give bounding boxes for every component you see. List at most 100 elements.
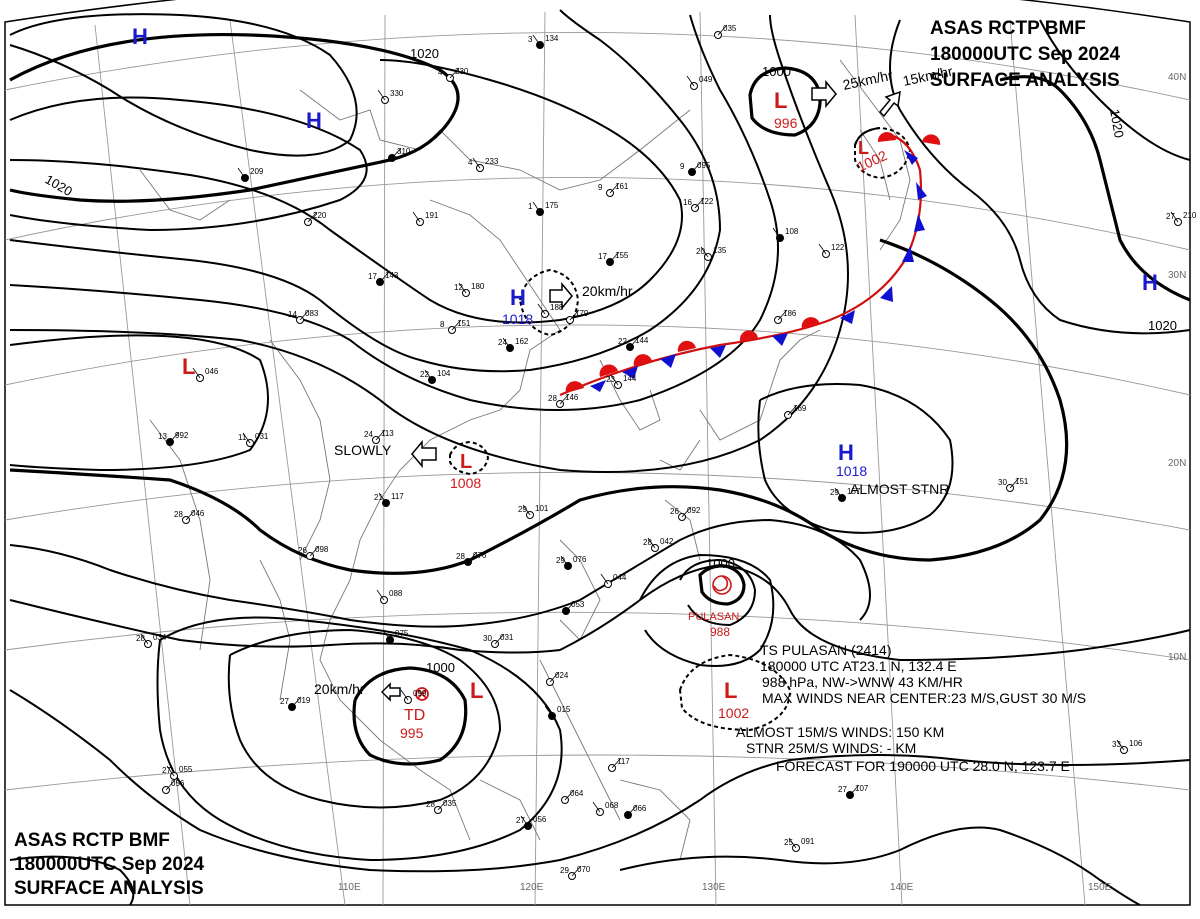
wind-barb xyxy=(787,404,798,416)
low-center-value: 996 xyxy=(774,115,798,131)
station-plot: 27 019 xyxy=(280,696,311,711)
station-pressure: 144 xyxy=(623,374,637,383)
station-plot: 099 xyxy=(400,689,427,704)
station-pressure: 157 xyxy=(847,487,861,496)
station-plot: 191 xyxy=(412,211,439,226)
station-plot: 209 xyxy=(237,167,264,182)
station-pressure: 035 xyxy=(723,24,737,33)
station-plot: 044 xyxy=(600,573,627,588)
station-pressure: 095 xyxy=(697,161,711,170)
station-pressure: 122 xyxy=(700,197,714,206)
latitude-labels: 40N 30N 20N 10N xyxy=(1168,72,1186,663)
station-pressure: 209 xyxy=(250,167,264,176)
storm-pressure: 988 xyxy=(710,625,730,639)
wind-barb xyxy=(185,509,196,521)
station-temperature: 12 xyxy=(454,283,463,292)
wind-barb xyxy=(691,161,702,173)
station-plot: 053 xyxy=(562,600,585,615)
cold-front-triangles xyxy=(590,150,927,392)
low-center-symbol: L xyxy=(182,354,195,379)
station-plot: 9 161 xyxy=(598,182,629,197)
station-pressure: 180 xyxy=(471,282,485,291)
lon-label: 130E xyxy=(702,882,726,893)
station-plot: 27 107 xyxy=(838,784,869,799)
station-pressure: 031 xyxy=(500,633,514,642)
station-plot: 9 095 xyxy=(680,161,711,176)
station-pressure: 076 xyxy=(473,551,487,560)
isobar-label: 1020 xyxy=(1107,108,1127,139)
low-center-value: 1008 xyxy=(450,475,481,491)
wind-barb xyxy=(237,167,246,179)
wind-barb xyxy=(717,24,728,36)
isobar-label: 1020 xyxy=(1148,318,1177,333)
low-center-symbol: L xyxy=(470,678,483,703)
isobar-labels: 1020 1020 1020 1020 1000 1000 1000 xyxy=(43,46,1177,675)
station-plot: 25 091 xyxy=(784,837,815,852)
wind-barb xyxy=(307,211,318,223)
station-plot: 330 xyxy=(377,89,404,104)
station-plot: 169 xyxy=(784,404,807,419)
station-plot: 30 151 xyxy=(998,477,1029,492)
station-pressure: 066 xyxy=(633,804,647,813)
station-plot: 088 xyxy=(376,589,403,604)
station-plot: 117 xyxy=(608,757,630,772)
wind-barb xyxy=(772,227,781,239)
station-temperature: 9 xyxy=(598,183,603,192)
station-plot: 33 106 xyxy=(1112,739,1143,754)
wind-barb xyxy=(544,705,553,717)
station-temperature: 30 xyxy=(998,478,1007,487)
wind-barb xyxy=(291,696,302,708)
station-temperature: 28 xyxy=(174,510,183,519)
station-plot: 310 xyxy=(388,147,411,162)
map-frame xyxy=(4,0,1191,906)
station-pressure: 034 xyxy=(153,633,167,642)
station-plot: 220 xyxy=(304,211,327,226)
wind-barb xyxy=(700,246,709,258)
wind-barb xyxy=(629,336,640,348)
wind-barb xyxy=(627,804,638,816)
high-center-symbol: H xyxy=(132,24,148,49)
high-center-symbol: H xyxy=(1142,270,1158,295)
station-plot: 068 xyxy=(592,801,619,816)
wind-barb xyxy=(818,243,827,255)
wind-barb xyxy=(376,589,385,601)
wind-barb xyxy=(437,799,448,811)
wind-barb xyxy=(140,633,149,645)
lon-label: 120E xyxy=(520,882,544,893)
station-pressure: 035 xyxy=(443,799,457,808)
typhoon-symbol xyxy=(415,575,732,701)
wind-barb xyxy=(379,271,390,283)
station-temperature: 27 xyxy=(162,766,171,775)
wind-barb xyxy=(169,431,180,443)
header-line1: ASAS RCTP BMF xyxy=(930,18,1086,39)
wind-barb xyxy=(681,506,692,518)
station-temperature: 17 xyxy=(368,272,377,281)
storm-info-line: 180000 UTC AT23.1 N, 132.4 E xyxy=(760,658,957,674)
low-center-value: 1002 xyxy=(718,705,749,721)
station-pressure: 151 xyxy=(1015,477,1029,486)
header-line3: SURFACE ANALYSIS xyxy=(14,878,204,899)
station-plot: 20 135 xyxy=(696,246,727,261)
wind-barb xyxy=(1116,739,1125,751)
low-center-motion: SLOWLY xyxy=(334,442,392,458)
station-pressure: 104 xyxy=(437,369,451,378)
station-temperature: 3 xyxy=(528,35,533,44)
storm-info-line: ALMOST 15M/S WINDS: 150 KM xyxy=(736,724,944,740)
station-pressure: 053 xyxy=(571,600,585,609)
wind-barb xyxy=(458,282,467,294)
station-pressure: 233 xyxy=(485,157,499,166)
high-center-symbol: H xyxy=(306,108,322,133)
station-temperature: 28 xyxy=(136,634,145,643)
station-temperature: 4 xyxy=(438,68,443,77)
station-plot: 27 056 xyxy=(516,815,547,830)
high-center-value: 1018 xyxy=(502,311,533,327)
td-center-value: 995 xyxy=(400,725,424,741)
station-pressure: 064 xyxy=(570,789,584,798)
header-line2: 180000UTC Sep 2024 xyxy=(930,44,1121,65)
wind-barb xyxy=(686,75,695,87)
station-temperature: 29 xyxy=(830,488,839,497)
station-temperature: 17 xyxy=(598,252,607,261)
isobar-label: 1000 xyxy=(426,660,455,675)
